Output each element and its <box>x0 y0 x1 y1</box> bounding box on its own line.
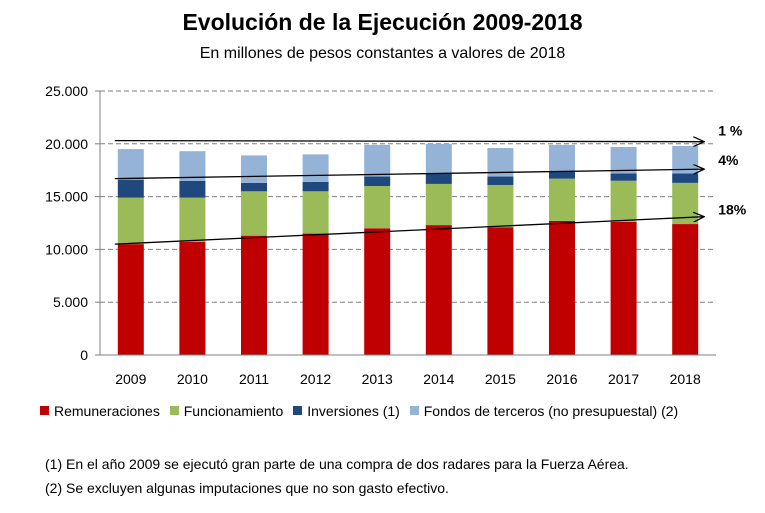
legend-swatch <box>409 406 419 415</box>
x-tick-label: 2015 <box>485 371 516 387</box>
bar-segment-remuneraciones <box>610 221 637 355</box>
legend-swatch <box>293 406 303 415</box>
bar-segment-remuneraciones <box>425 225 452 355</box>
bar-segment-inversiones <box>549 171 575 179</box>
bar-segment-inversiones <box>241 182 267 192</box>
bar-segment-funcionamiento <box>302 191 329 234</box>
bar-segment-fondos <box>549 144 575 172</box>
x-tick-label: 2013 <box>362 371 393 387</box>
trend-arrow <box>114 217 704 245</box>
bar-segment-inversiones <box>425 173 452 184</box>
bar-segment-funcionamiento <box>179 197 206 243</box>
bar-segment-remuneraciones <box>672 224 699 355</box>
legend-item-remuneraciones: Remuneraciones <box>40 403 160 419</box>
bar-segment-remuneraciones <box>117 244 144 355</box>
legend-label: Remuneraciones <box>54 402 160 419</box>
bar-segment-fondos <box>425 143 452 174</box>
trend-arrow <box>114 141 704 142</box>
bar-segment-remuneraciones <box>364 228 391 355</box>
bar-segment-funcionamiento <box>549 178 575 221</box>
trend-lines: 1 % 4% 18% <box>114 123 747 245</box>
bar-segment-inversiones <box>672 173 699 183</box>
legend-swatch <box>169 406 179 415</box>
bar-segment-funcionamiento <box>610 180 637 222</box>
legend-item-inversiones: Inversiones (1) <box>293 403 400 419</box>
bar-segment-remuneraciones <box>302 233 329 355</box>
bar-segment-funcionamiento <box>241 191 267 236</box>
legend-label: Inversiones (1) <box>307 402 400 419</box>
footnote-1: (1) En el año 2009 se ejecutó gran parte… <box>45 456 629 472</box>
bar-segment-inversiones <box>487 176 514 185</box>
bar-segment-fondos <box>179 151 206 181</box>
x-tick-label: 2014 <box>423 371 454 387</box>
legend: Remuneraciones Funcionamiento Inversione… <box>40 402 684 419</box>
chart-subtitle: En millones de pesos constantes a valore… <box>199 45 566 62</box>
chart-title: Evolución de la Ejecución 2009-2018 <box>182 9 583 35</box>
legend-item-funcionamiento: Funcionamiento <box>169 402 284 419</box>
bars <box>117 143 699 355</box>
footnote-2: (2) Se excluyen algunas imputaciones que… <box>45 480 449 496</box>
bar-segment-fondos <box>610 146 637 174</box>
y-tick-label: 20.000 <box>45 136 88 152</box>
bar-segment-inversiones <box>364 176 391 187</box>
x-tick-label: 2012 <box>300 371 331 387</box>
bar-segment-inversiones <box>117 179 144 198</box>
bar-segment-fondos <box>364 144 391 177</box>
bar-segment-funcionamiento <box>364 186 391 229</box>
bar-segment-fondos <box>241 155 267 183</box>
x-tick-label: 2018 <box>670 371 701 387</box>
bar-segment-remuneraciones <box>241 235 267 355</box>
bar-segment-remuneraciones <box>179 242 206 355</box>
y-tick-label: 25.000 <box>45 83 88 99</box>
legend-swatch <box>40 406 49 415</box>
y-tick-label: 15.000 <box>45 189 88 205</box>
bar-segment-inversiones <box>610 173 637 181</box>
legend-label: Funcionamiento <box>183 402 284 419</box>
trend-arrow <box>114 169 704 180</box>
legend-item-fondos-terceros: Fondos de terceros (no presupuestal) (2) <box>409 402 679 419</box>
bar-segment-funcionamiento <box>487 184 514 228</box>
bar-segment-inversiones <box>179 180 206 198</box>
x-tick-label: 2011 <box>239 371 269 387</box>
legend-label: Fondos de terceros (no presupuestal) (2) <box>423 402 679 419</box>
bar-segment-funcionamiento <box>117 197 144 245</box>
bar-segment-inversiones <box>302 181 329 192</box>
bar-segment-fondos <box>117 149 144 180</box>
bar-segment-funcionamiento <box>425 183 452 226</box>
y-tick-label: 0 <box>80 347 88 363</box>
trend-label: 1 % <box>718 123 743 139</box>
x-tick-label: 2009 <box>115 371 146 387</box>
trend-label: 18% <box>718 202 747 218</box>
y-tick-label: 10.000 <box>45 241 88 257</box>
bar-segment-remuneraciones <box>549 220 575 355</box>
axes: 0 5.000 10.000 15.000 20.000 25.000 2009 2010 20… <box>45 83 716 387</box>
bar-segment-fondos <box>302 154 329 182</box>
x-tick-label: 2016 <box>546 371 577 387</box>
trend-label: 4% <box>718 152 739 168</box>
y-tick-label: 5.000 <box>53 294 88 310</box>
stacked-bar-chart: 0 5.000 10.000 15.000 20.000 25.000 2009 2010 20… <box>45 83 747 387</box>
bar-segment-remuneraciones <box>487 227 514 355</box>
x-tick-label: 2017 <box>608 371 639 387</box>
x-tick-label: 2010 <box>177 371 208 387</box>
footnotes: (1) En el año 2009 se ejecutó gran parte… <box>45 452 629 500</box>
